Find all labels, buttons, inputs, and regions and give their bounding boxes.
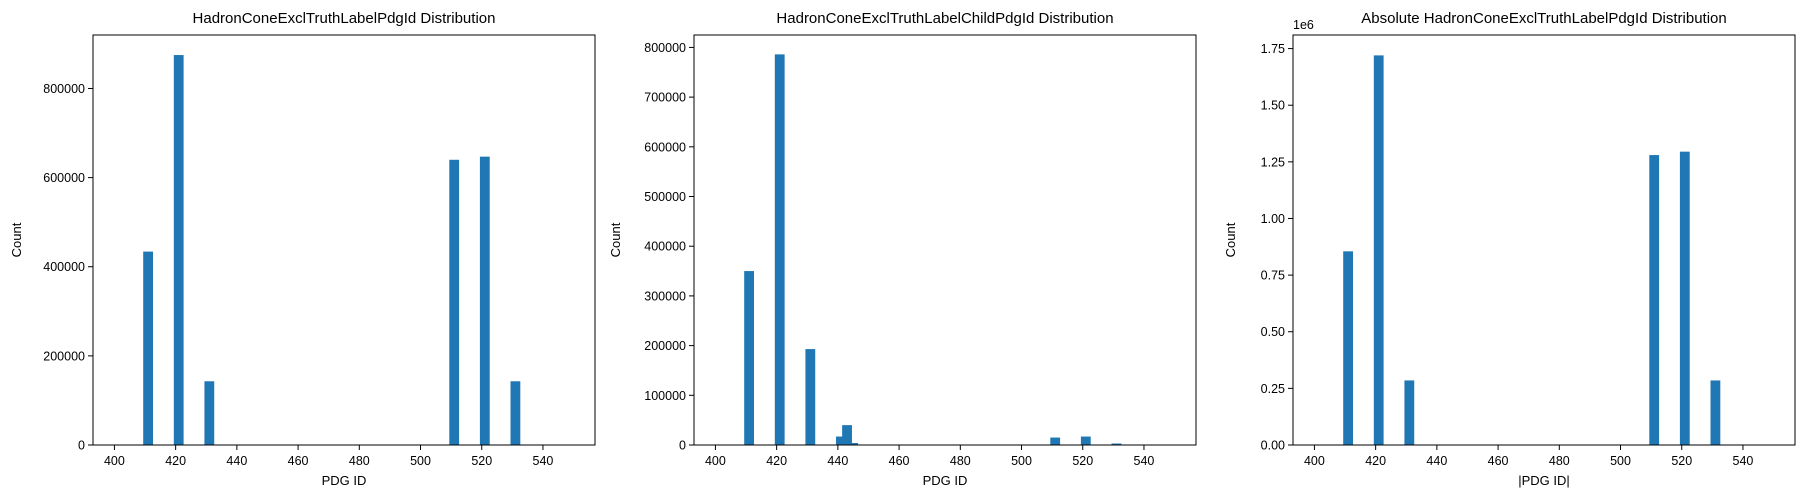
y-tick-label: 200000: [644, 339, 686, 353]
x-tick-label: 500: [1011, 454, 1032, 468]
y-tick-label: 400000: [644, 240, 686, 254]
y-axis-label: Count: [608, 222, 623, 257]
y-tick-label: 0.50: [1261, 325, 1285, 339]
y-tick-label: 300000: [644, 289, 686, 303]
bar: [774, 54, 785, 445]
bar: [479, 156, 490, 445]
x-tick-label: 420: [165, 454, 186, 468]
x-tick-label: 480: [1549, 454, 1570, 468]
bar: [449, 159, 460, 445]
x-tick-label: 440: [1426, 454, 1447, 468]
y-tick-label: 800000: [644, 41, 686, 55]
bar: [1111, 443, 1122, 445]
chart-title: Absolute HadronConeExclTruthLabelPdgId D…: [1361, 10, 1727, 27]
x-tick-label: 400: [705, 454, 726, 468]
y-tick-label: 500000: [644, 190, 686, 204]
bar: [1080, 436, 1091, 445]
y-axis-label: Count: [1223, 222, 1238, 257]
x-tick-label: 520: [1671, 454, 1692, 468]
x-tick-label: 400: [1304, 454, 1325, 468]
bar: [1404, 380, 1415, 445]
chart-title: HadronConeExclTruthLabelChildPdgId Distr…: [776, 10, 1113, 27]
bar: [173, 55, 184, 446]
y-axis-label: Count: [9, 222, 24, 257]
y-tick-label: 600000: [43, 171, 85, 185]
x-tick-label: 540: [533, 454, 554, 468]
y-tick-label: 200000: [43, 349, 85, 363]
bar: [1373, 55, 1384, 445]
x-tick-label: 460: [889, 454, 910, 468]
x-tick-label: 420: [1365, 454, 1386, 468]
x-tick-label: 520: [1072, 454, 1093, 468]
bar: [744, 271, 754, 445]
x-axis-label: |PDG ID|: [1518, 473, 1570, 488]
y-tick-label: 0.00: [1261, 439, 1285, 453]
chart-panel-2: 400 420 440 460 480 500 520 540 0 100000 200000 300…: [608, 10, 1197, 488]
y-tick-label: 600000: [644, 140, 686, 154]
y-tick-label: 1.75: [1261, 42, 1285, 56]
y-offset-text: 1e6: [1293, 18, 1314, 32]
plot-frame: [693, 34, 1197, 446]
bar: [1710, 380, 1721, 445]
x-axis-label: PDG ID: [322, 473, 367, 488]
x-tick-label: 480: [950, 454, 971, 468]
y-tick-label: 400000: [43, 260, 85, 274]
bar: [842, 425, 852, 445]
bar: [1649, 155, 1660, 445]
y-tick-label: 1.00: [1261, 212, 1285, 226]
x-tick-label: 480: [349, 454, 370, 468]
x-tick-label: 420: [766, 454, 787, 468]
plot-frame: [92, 34, 596, 446]
bar: [1343, 251, 1353, 445]
y-tick-label: 0: [679, 439, 686, 453]
x-axis-label: PDG ID: [923, 473, 968, 488]
y-tick-label: 0.25: [1261, 382, 1285, 396]
bar: [848, 443, 859, 445]
y-tick-label: 1.50: [1261, 99, 1285, 113]
x-tick-label: 460: [1488, 454, 1509, 468]
x-tick-label: 460: [288, 454, 309, 468]
y-tick-label: 100000: [644, 389, 686, 403]
x-tick-label: 440: [226, 454, 247, 468]
x-tick-label: 540: [1134, 454, 1155, 468]
bar: [204, 381, 215, 445]
chart-title: HadronConeExclTruthLabelPdgId Distributi…: [193, 10, 496, 27]
y-tick-label: 1.25: [1261, 155, 1285, 169]
bar: [1679, 151, 1690, 445]
x-tick-label: 440: [827, 454, 848, 468]
bar: [1050, 437, 1061, 445]
y-tick-label: 0: [78, 439, 85, 453]
bar: [510, 381, 521, 445]
y-tick-label: 700000: [644, 91, 686, 105]
x-tick-label: 520: [471, 454, 492, 468]
x-tick-label: 400: [104, 454, 125, 468]
x-tick-label: 500: [410, 454, 431, 468]
y-tick-label: 0.75: [1261, 269, 1285, 283]
chart-panel-1: 400 420 440 460 480 500 520 540 0 200000 400000 600…: [9, 10, 596, 488]
x-tick-label: 500: [1610, 454, 1631, 468]
bar: [143, 251, 153, 445]
chart-panel-3: 400 420 440 460 480 500 520 540 0.00 0.25 0.50 0.75…: [1223, 10, 1796, 488]
bar: [805, 349, 816, 445]
y-tick-label: 800000: [43, 82, 85, 96]
plot-frame: [1292, 34, 1796, 446]
bar: [836, 436, 846, 445]
x-tick-label: 540: [1733, 454, 1754, 468]
